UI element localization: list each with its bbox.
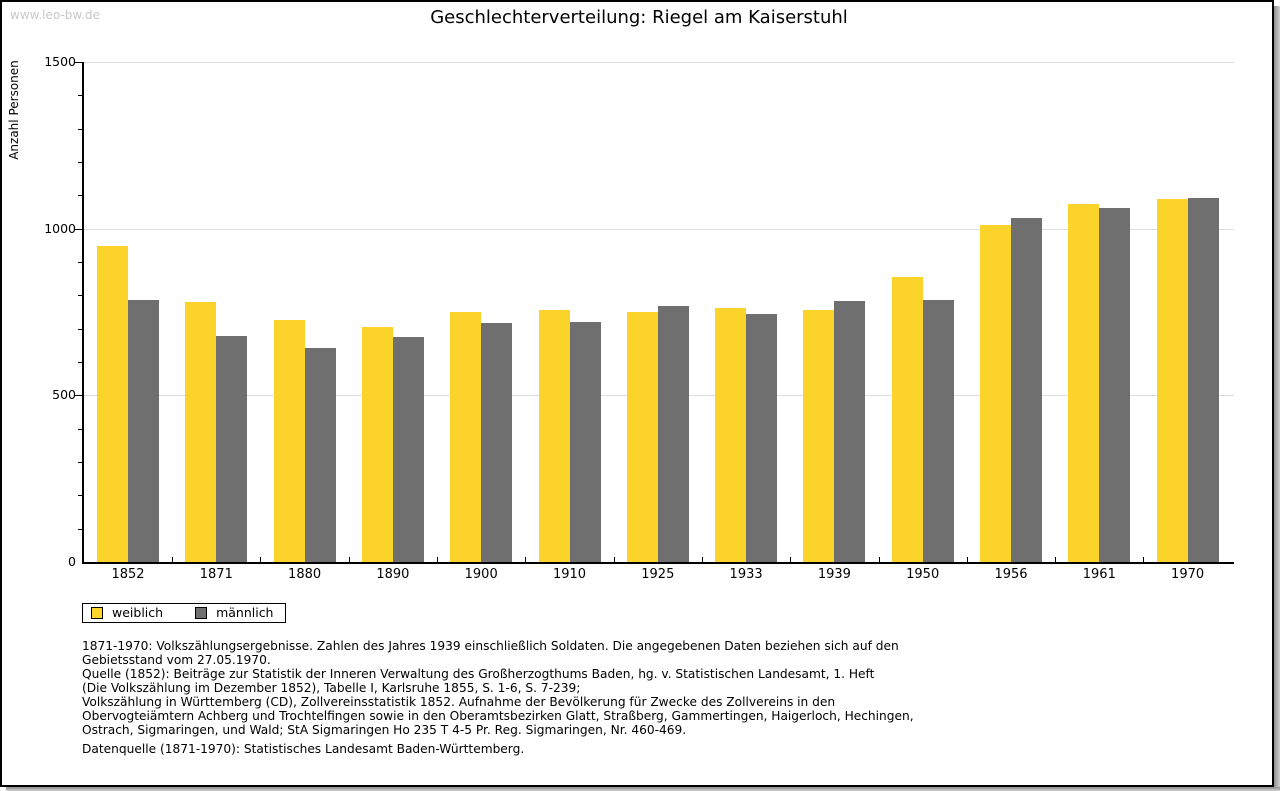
y-axis-line xyxy=(82,62,84,564)
bar-männlich-1970 xyxy=(1187,198,1219,562)
bar-männlich-1939 xyxy=(834,301,866,562)
x-category-label: 1939 xyxy=(817,567,851,582)
bar-weiblich-1925 xyxy=(626,312,658,562)
y-minor-tick xyxy=(78,495,84,497)
bar-männlich-1852 xyxy=(128,299,159,562)
x-boundary-tick xyxy=(172,557,174,562)
data-source-footnote: Datenquelle (1871-1970): Statistisches L… xyxy=(82,742,525,756)
weiblich-swatch-icon xyxy=(91,607,103,619)
x-boundary-tick xyxy=(790,557,792,562)
bar-männlich-1910 xyxy=(569,321,601,562)
legend-label: weiblich xyxy=(112,605,164,620)
bar-männlich-1890 xyxy=(392,336,424,562)
x-boundary-tick xyxy=(1055,557,1057,562)
bar-weiblich-1910 xyxy=(538,310,570,562)
y-tick-label: 1000 xyxy=(44,220,76,236)
x-boundary-tick xyxy=(878,557,880,562)
y-minor-tick xyxy=(78,128,84,130)
bar-weiblich-1900 xyxy=(450,312,482,562)
x-category-label: 1880 xyxy=(288,567,322,582)
y-minor-tick xyxy=(78,328,84,330)
x-boundary-tick xyxy=(1143,557,1145,562)
x-boundary-tick xyxy=(701,557,703,562)
maennlich-swatch-icon xyxy=(195,607,208,619)
x-boundary-tick xyxy=(966,557,968,562)
y-minor-tick xyxy=(78,162,84,163)
bar-weiblich-1939 xyxy=(803,310,835,562)
gridline-1000 xyxy=(84,228,1234,230)
source-footnote: 1871-1970: Volkszählungsergebnisse. Zahl… xyxy=(82,639,914,737)
y-minor-tick xyxy=(78,262,84,263)
x-category-label: 1970 xyxy=(1171,567,1205,582)
chart-legend: weiblich männlich xyxy=(82,603,287,623)
bar-weiblich-1871 xyxy=(185,302,217,562)
bar-männlich-1925 xyxy=(657,305,689,562)
y-major-tick xyxy=(75,62,84,63)
bar-männlich-1871 xyxy=(216,336,248,562)
y-minor-tick xyxy=(78,362,84,363)
bar-weiblich-1933 xyxy=(715,307,747,562)
bar-männlich-1956 xyxy=(1011,218,1042,562)
x-category-label: 1933 xyxy=(729,567,763,582)
legend-item-maennlich: männlich xyxy=(195,605,274,620)
bar-weiblich-1852 xyxy=(97,245,128,562)
x-category-label: 1961 xyxy=(1082,567,1116,582)
site-watermark: www.leo-bw.de xyxy=(10,8,100,22)
x-boundary-tick xyxy=(525,557,527,562)
x-category-label: 1890 xyxy=(376,567,410,582)
y-minor-tick xyxy=(78,428,84,430)
gridline-1500 xyxy=(84,62,1234,63)
bar-weiblich-1880 xyxy=(273,320,305,562)
x-boundary-tick xyxy=(437,557,439,562)
bar-weiblich-1970 xyxy=(1156,198,1188,562)
x-axis-line xyxy=(82,562,1234,564)
y-minor-tick xyxy=(78,462,84,463)
y-tick-label: 1500 xyxy=(44,54,76,69)
y-minor-tick xyxy=(78,528,84,530)
x-category-label: 1871 xyxy=(199,567,233,582)
x-category-label: 1910 xyxy=(552,567,587,582)
y-major-tick xyxy=(75,395,84,397)
bar-weiblich-1890 xyxy=(361,326,393,562)
page-drop-shadow-right xyxy=(1274,6,1280,787)
bar-weiblich-1950 xyxy=(891,277,923,562)
legend-item-weiblich: weiblich xyxy=(91,605,164,620)
x-category-label: 1852 xyxy=(111,567,145,582)
x-boundary-tick xyxy=(613,557,615,562)
y-axis-title: Anzahl Personen xyxy=(7,60,21,160)
bar-weiblich-1961 xyxy=(1068,204,1100,562)
x-boundary-tick xyxy=(260,557,262,562)
plot-area: 0 500 1000 1500 1852 1871 1880 1890 1900 1910 1925… xyxy=(44,55,1234,582)
bar-männlich-1933 xyxy=(746,313,778,562)
bar-männlich-1880 xyxy=(304,348,336,562)
y-minor-tick xyxy=(78,195,84,197)
x-category-label: 1956 xyxy=(994,567,1028,582)
y-tick-label: 0 xyxy=(68,554,76,569)
chart-title: Geschlechterverteilung: Riegel am Kaiser… xyxy=(430,7,848,28)
x-category-label: 1900 xyxy=(464,567,498,582)
x-boundary-tick xyxy=(348,557,350,562)
legend-label: männlich xyxy=(216,605,274,620)
page-drop-shadow-bottom xyxy=(6,787,1280,791)
y-major-tick xyxy=(75,228,84,230)
y-minor-tick xyxy=(78,95,84,97)
bar-weiblich-1956 xyxy=(980,224,1011,562)
bar-männlich-1950 xyxy=(922,299,954,562)
bar-männlich-1900 xyxy=(481,322,513,562)
x-category-label: 1950 xyxy=(906,567,940,582)
y-minor-tick xyxy=(78,295,84,297)
x-category-label: 1925 xyxy=(641,567,675,582)
bar-männlich-1961 xyxy=(1099,207,1131,562)
y-tick-label: 500 xyxy=(52,387,76,403)
